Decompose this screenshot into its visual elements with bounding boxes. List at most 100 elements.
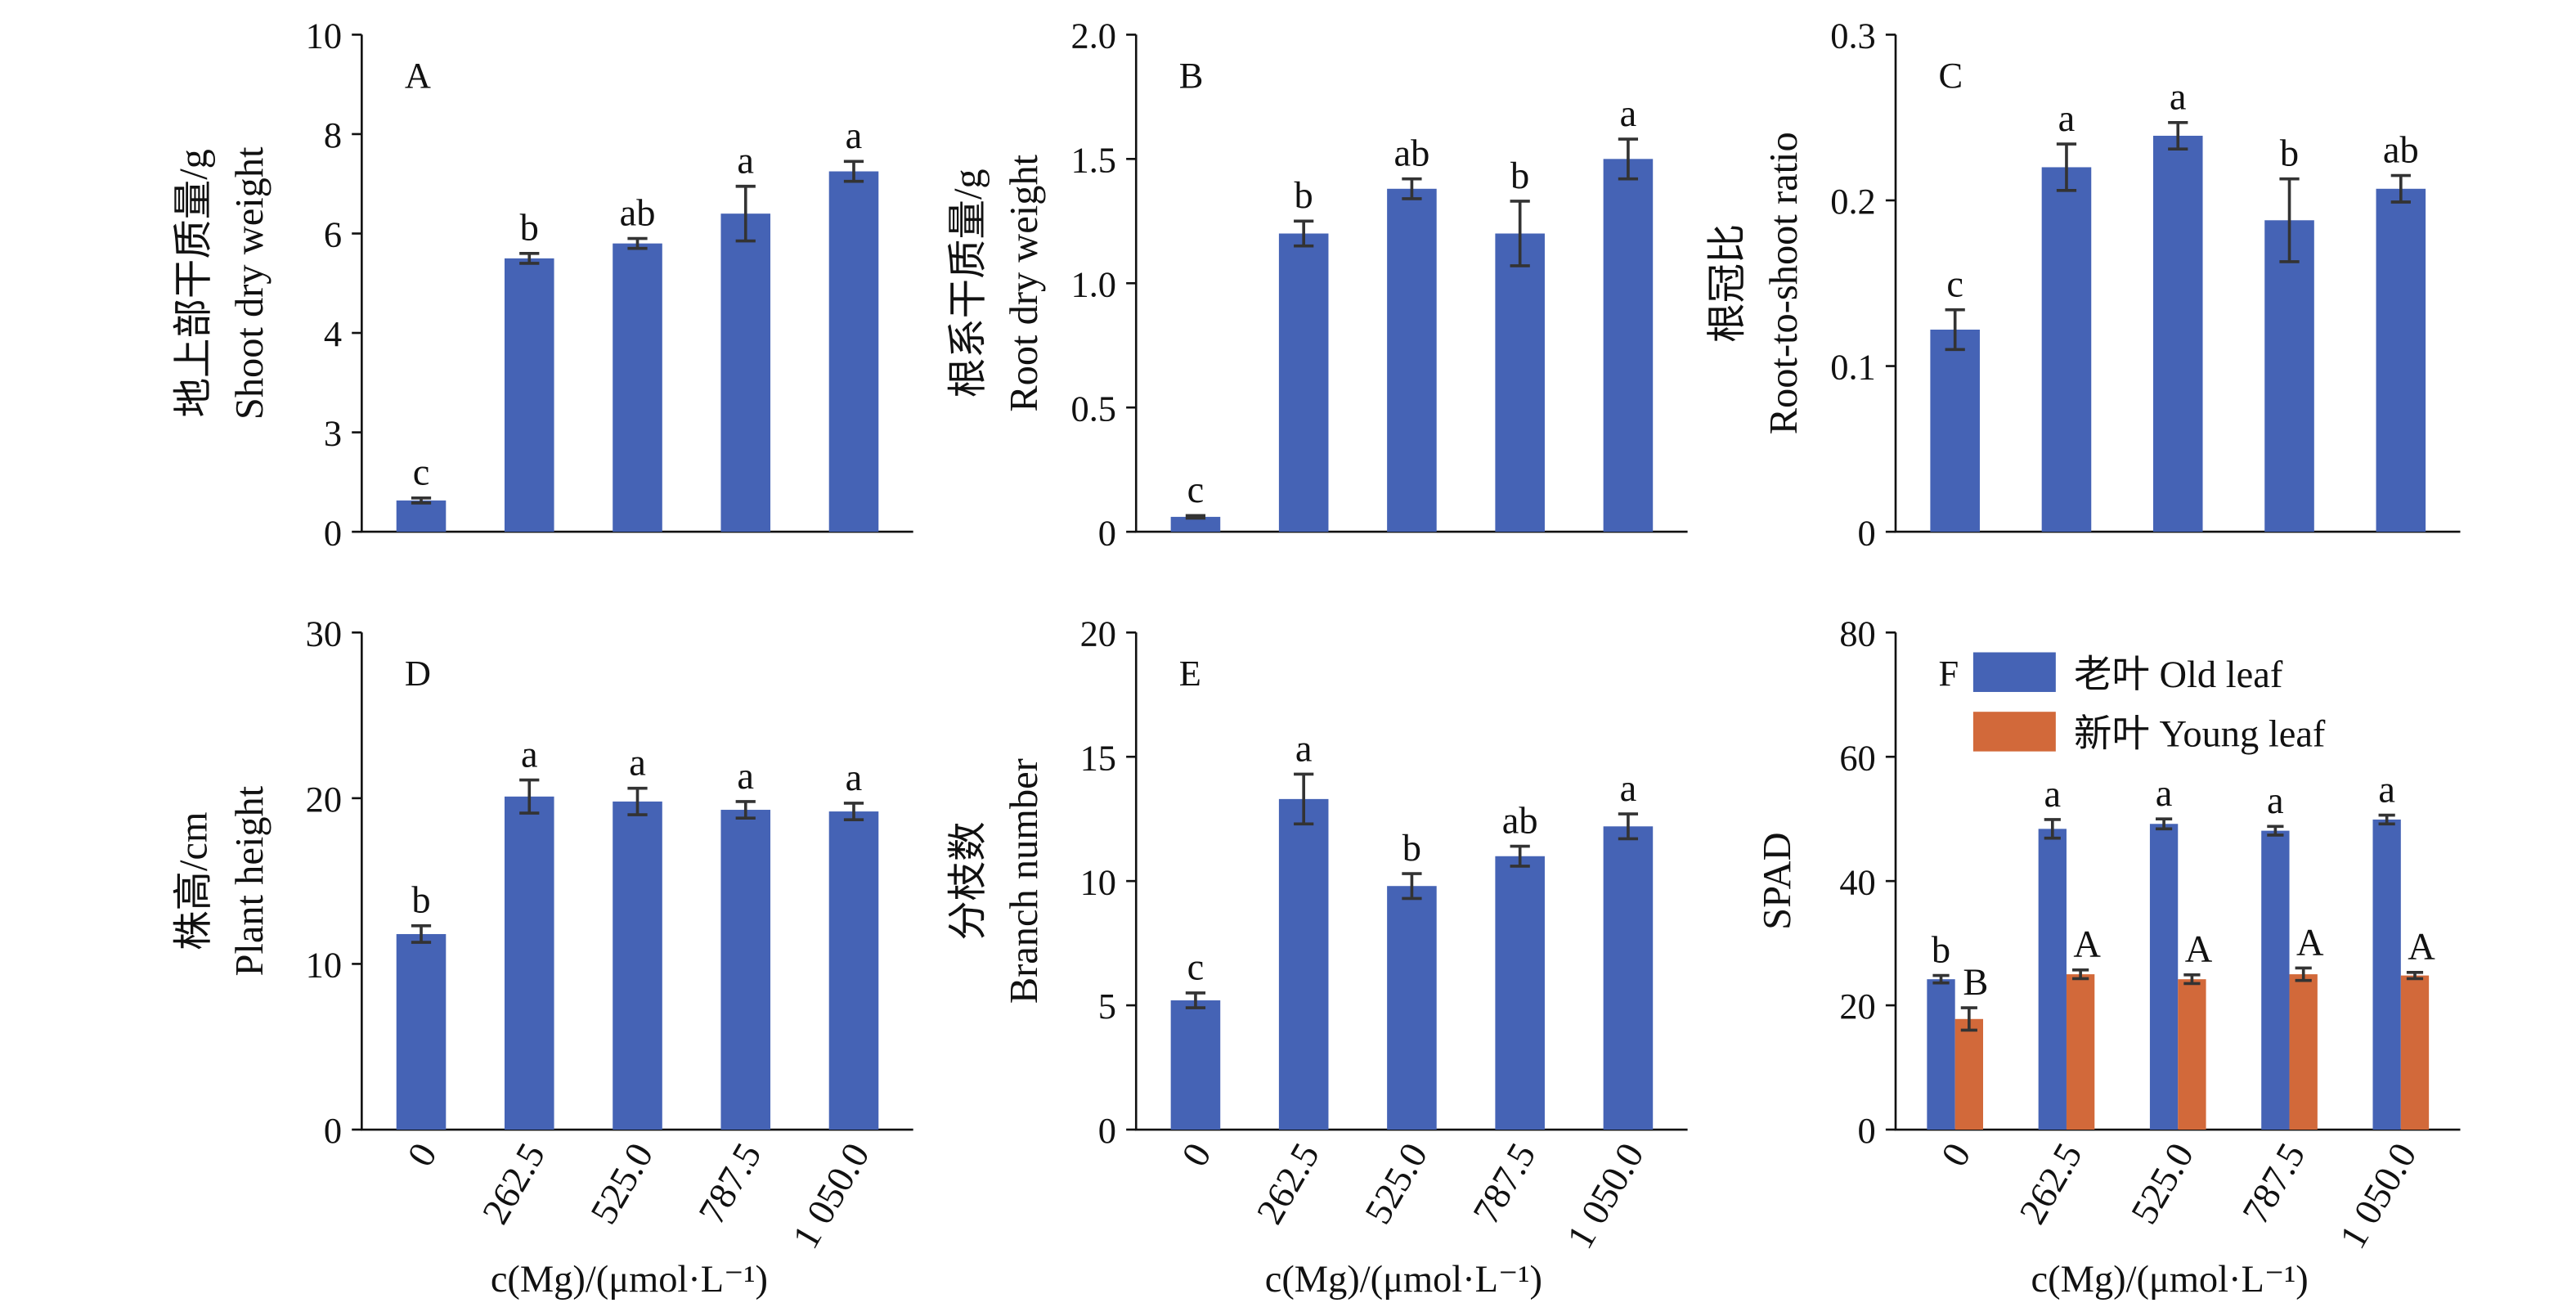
significance-letter: a [2267,780,2284,822]
bar [1930,329,1980,532]
bar [1495,233,1545,532]
bar [504,796,554,1130]
bar [2261,830,2290,1130]
significance-letter: a [737,756,754,798]
bar [1927,979,1955,1130]
bar [828,171,879,532]
x-tick-label: 525.0 [583,1136,662,1231]
x-tick-label: 787.5 [1465,1136,1544,1231]
significance-letter: a [737,141,754,182]
significance-letter: a [2156,773,2173,815]
bar [2289,974,2318,1130]
significance-letter: c [1187,470,1205,511]
bar [1387,188,1437,532]
y-tick-label: 80 [1839,613,1875,654]
bar [396,933,447,1130]
bar [1170,516,1221,532]
significance-letter: b [2280,133,2299,174]
x-tick-label: 0 [1934,1136,1980,1174]
y-tick-label: 6 [324,214,342,255]
y-tick-label: 5 [1098,986,1116,1027]
bar [2152,135,2203,532]
error-bar [627,236,648,250]
error-bar [1402,177,1422,200]
error-bar [1185,991,1206,1009]
significance-letter: a [2044,774,2061,815]
significance-letter: b [411,880,430,922]
y-tick-label: 0.2 [1830,181,1876,222]
x-tick-label: 787.5 [691,1136,770,1231]
bar [2041,167,2092,532]
error-bar [411,924,432,944]
error-bar [843,160,864,183]
significance-letter: A [2073,924,2101,966]
y-tick-label: 0.1 [1830,347,1876,388]
y-axis-label: 根冠比 [1706,224,1749,343]
y-tick-label: 8 [324,115,342,155]
bar [1603,826,1654,1130]
bar [2178,979,2206,1130]
x-tick-label: 262.5 [2012,1136,2090,1231]
y-tick-label: 1.5 [1071,139,1117,180]
error-bar [1932,973,1950,985]
error-bar [2183,973,2201,986]
bar [396,500,447,532]
significance-letter: B [1963,962,1988,1004]
bar [2038,829,2067,1130]
error-bar [2072,968,2089,981]
error-bar [2378,813,2395,826]
x-tick-label: 525.0 [2124,1136,2202,1231]
error-bar [519,251,540,265]
error-bar [2406,970,2424,981]
x-tick-label: 262.5 [1250,1136,1328,1231]
y-tick-label: 10 [306,16,342,56]
x-tick-label: 1 050.0 [2332,1136,2426,1256]
bar [1170,1000,1221,1130]
y-tick-label: 60 [1839,737,1875,778]
significance-letter: b [520,208,539,249]
x-tick-label: 1 050.0 [785,1136,878,1256]
x-axis-label: c(Mg)/(μmol·L⁻¹) [2031,1259,2309,1301]
panel: 0 10 20 30 D 株高/cm Plant height b a a a a 0 262.5 525.… [173,613,913,1301]
y-axis-label: Plant height [228,785,272,976]
significance-letter: A [2185,929,2213,971]
bar [2400,975,2430,1130]
y-tick-label: 0 [1858,512,1876,553]
error-bar [411,496,432,505]
bar [2066,974,2095,1130]
significance-letter: a [846,115,863,157]
y-tick-label: 0 [1858,1110,1876,1151]
error-bar [1618,137,1639,181]
significance-letter: b [1932,929,1950,971]
y-axis-label: Root dry weight [1003,154,1046,411]
significance-letter: a [1620,768,1637,810]
y-tick-label: 20 [1080,613,1116,654]
bar [504,258,554,532]
bar [2264,220,2314,532]
bar [1387,886,1437,1130]
significance-letter: a [2378,769,2395,811]
y-axis-label: Shoot dry weight [228,146,272,420]
error-bar [1960,1006,1977,1032]
y-tick-label: 0.5 [1071,388,1117,429]
panel-label: C [1938,55,1963,96]
panel: 0 20 40 60 80 F SPAD b a a a a 老叶 Old leaf B A A A A 新叶 Yo… [1756,613,2461,1301]
y-axis-label: SPAD [1756,832,1799,929]
x-tick-label: 525.0 [1358,1136,1436,1231]
error-bar [1402,872,1422,901]
error-bar [1294,772,1314,826]
significance-letter: a [846,757,863,799]
error-bar [2155,817,2173,831]
error-bar [735,800,756,820]
bar [720,810,771,1130]
significance-letter: b [1402,828,1421,869]
y-tick-label: 2.0 [1071,16,1117,56]
y-axis-label: 株高/cm [173,811,216,950]
bar [1278,233,1329,532]
y-tick-label: 40 [1839,861,1875,902]
y-tick-label: 1.0 [1071,263,1117,304]
error-bar [1185,514,1206,520]
significance-letter: c [1946,264,1963,306]
panel: 0 3 4 6 8 10 A 地上部干质量/g Shoot dry weight c b ab a a [173,16,913,553]
